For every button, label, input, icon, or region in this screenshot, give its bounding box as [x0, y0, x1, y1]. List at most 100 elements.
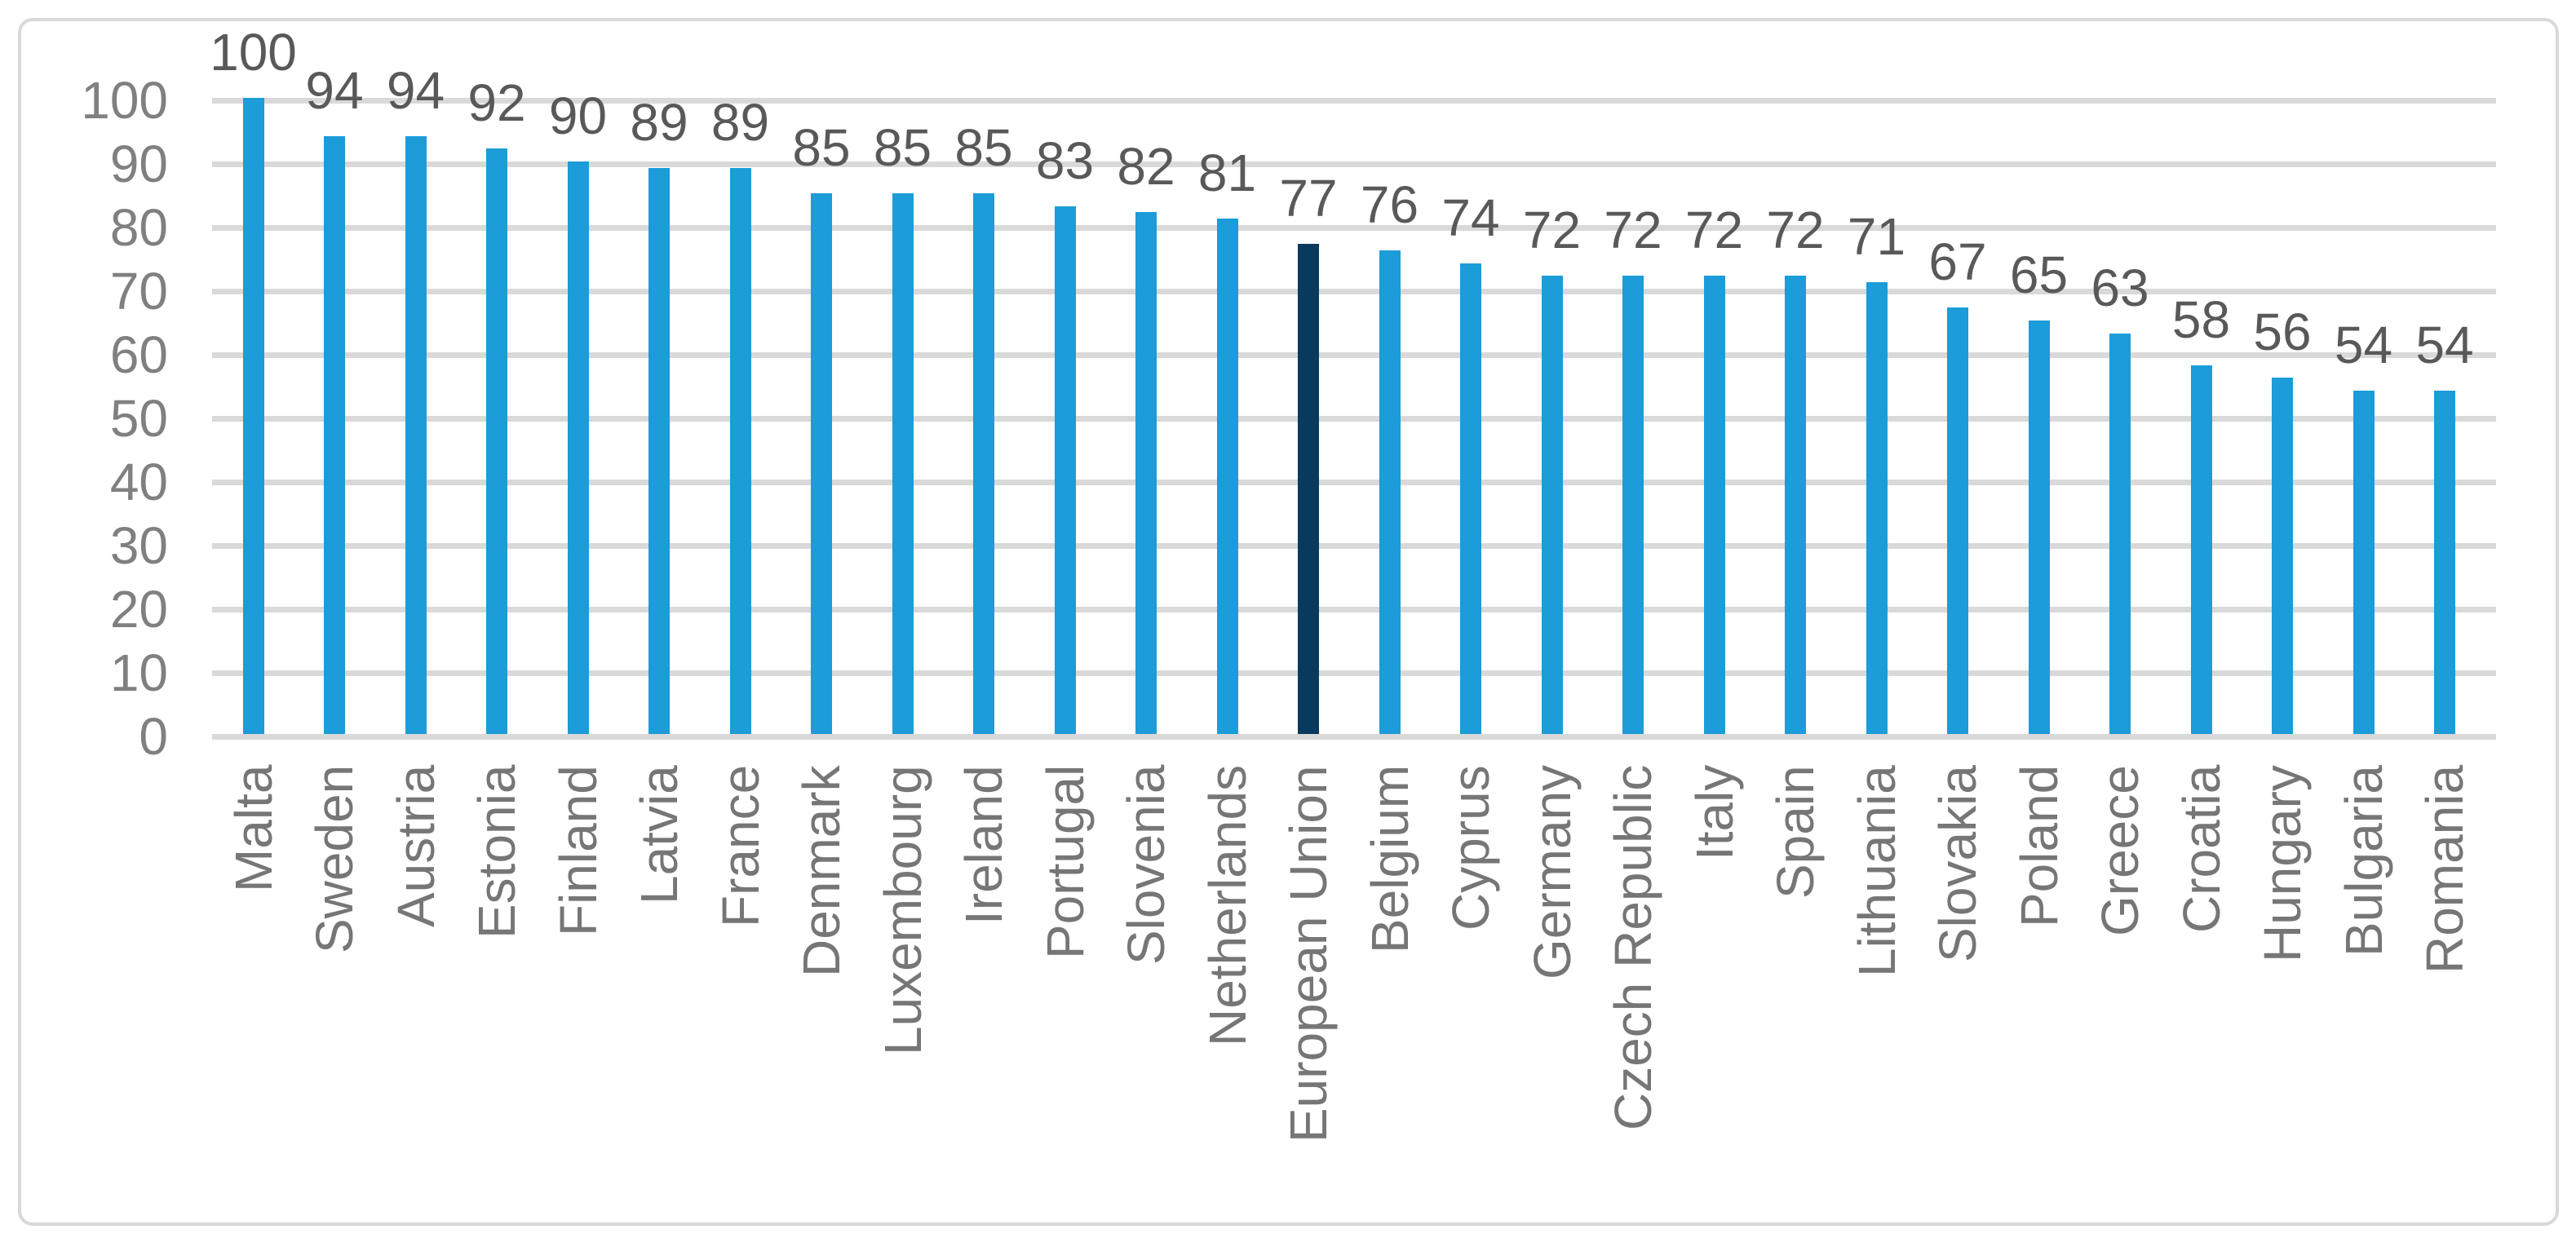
- bar-malta[interactable]: [242, 98, 264, 734]
- bar-hungary[interactable]: [2272, 378, 2293, 734]
- x-axis-label-poland: Poland: [2009, 765, 2069, 928]
- y-axis-tick-80: 80: [109, 198, 168, 257]
- value-label-bulgaria: 54: [2334, 315, 2393, 374]
- value-label-cyprus: 74: [1441, 188, 1500, 247]
- bar-luxembourg[interactable]: [892, 193, 914, 734]
- gridline-40: [212, 480, 2496, 485]
- y-axis-tick-90: 90: [109, 135, 168, 193]
- y-axis-tick-60: 60: [109, 325, 168, 384]
- gridline-10: [212, 670, 2496, 676]
- gridline-30: [212, 543, 2496, 549]
- value-label-sweden: 94: [305, 60, 364, 120]
- bar-denmark[interactable]: [811, 193, 832, 734]
- bar-latvia[interactable]: [648, 167, 670, 734]
- value-label-lithuania: 71: [1847, 207, 1906, 267]
- bar-sweden[interactable]: [324, 135, 345, 734]
- bar-lithuania[interactable]: [1866, 282, 1888, 734]
- x-axis-label-european-union: European Union: [1279, 765, 1338, 1143]
- value-label-finland: 90: [548, 86, 608, 145]
- x-axis-label-spain: Spain: [1766, 765, 1825, 899]
- gridline-20: [212, 607, 2496, 612]
- x-axis-label-ireland: Ireland: [954, 765, 1013, 925]
- bar-italy[interactable]: [1703, 276, 1725, 734]
- y-axis-tick-50: 50: [109, 389, 168, 448]
- x-axis-label-portugal: Portugal: [1035, 765, 1095, 960]
- y-axis-tick-100: 100: [81, 71, 168, 130]
- value-label-greece: 63: [2091, 258, 2149, 317]
- bar-slovakia[interactable]: [1947, 307, 1968, 734]
- x-axis-label-croatia: Croatia: [2171, 765, 2231, 934]
- x-axis-label-belgium: Belgium: [1360, 765, 1419, 954]
- value-label-hungary: 56: [2253, 303, 2312, 362]
- bar-france[interactable]: [729, 167, 751, 734]
- gridline-80: [212, 225, 2496, 231]
- x-axis-label-hungary: Hungary: [2253, 765, 2312, 962]
- value-label-ireland: 85: [954, 118, 1013, 177]
- x-axis-label-bulgaria: Bulgaria: [2334, 765, 2393, 957]
- value-label-italy: 72: [1684, 201, 1744, 260]
- x-axis-label-austria: Austria: [386, 765, 445, 928]
- value-label-luxembourg: 85: [873, 118, 932, 177]
- bar-bulgaria[interactable]: [2352, 390, 2375, 734]
- gridline-60: [212, 352, 2496, 358]
- value-label-belgium: 76: [1360, 175, 1419, 235]
- value-label-slovenia: 82: [1117, 137, 1175, 197]
- bar-portugal[interactable]: [1054, 206, 1076, 734]
- x-axis-label-netherlands: Netherlands: [1197, 765, 1257, 1047]
- x-axis-label-sweden: Sweden: [305, 765, 364, 954]
- bar-netherlands[interactable]: [1216, 219, 1238, 734]
- bar-spain[interactable]: [1785, 276, 1806, 734]
- x-axis-label-germany: Germany: [1522, 765, 1582, 980]
- value-label-malta: 100: [210, 23, 297, 82]
- value-label-estonia: 92: [467, 73, 526, 133]
- value-label-croatia: 58: [2171, 290, 2231, 349]
- bar-belgium[interactable]: [1379, 250, 1401, 734]
- x-axis-label-slovenia: Slovenia: [1117, 765, 1175, 966]
- x-axis-label-denmark: Denmark: [792, 765, 851, 977]
- bar-czech-republic[interactable]: [1622, 276, 1644, 734]
- bar-slovenia[interactable]: [1135, 212, 1157, 734]
- x-axis-label-greece: Greece: [2091, 765, 2149, 936]
- chart-frame: 0 10 20 30 40 50 60 70 80 90 100 100 Malta 94 Sweden 94…: [18, 18, 2559, 1226]
- x-axis-label-latvia: Latvia: [630, 765, 688, 904]
- bar-germany[interactable]: [1541, 276, 1563, 734]
- y-axis-tick-20: 20: [109, 580, 168, 639]
- value-label-poland: 65: [2009, 245, 2069, 304]
- x-axis-label-italy: Italy: [1684, 765, 1744, 861]
- value-label-latvia: 89: [630, 92, 688, 152]
- bar-poland[interactable]: [2028, 321, 2050, 734]
- x-axis-label-slovakia: Slovakia: [1928, 765, 1987, 962]
- bar-estonia[interactable]: [486, 148, 507, 734]
- y-axis-tick-70: 70: [109, 262, 168, 321]
- gridline-70: [212, 289, 2496, 294]
- bar-romania[interactable]: [2434, 390, 2455, 734]
- value-label-france: 89: [710, 92, 770, 152]
- gridline-50: [212, 416, 2496, 422]
- bar-cyprus[interactable]: [1460, 263, 1481, 734]
- gridline-90: [212, 161, 2496, 167]
- y-axis-tick-10: 10: [109, 643, 168, 702]
- x-axis-label-estonia: Estonia: [467, 765, 526, 940]
- x-axis-label-finland: Finland: [548, 765, 608, 936]
- value-label-czech-republic: 72: [1604, 201, 1662, 260]
- bar-european-union[interactable]: [1298, 244, 1319, 734]
- bar-austria[interactable]: [405, 135, 427, 734]
- value-label-romania: 54: [2415, 315, 2474, 374]
- value-label-spain: 72: [1766, 201, 1825, 260]
- gridline-0: [212, 734, 2496, 740]
- bar-croatia[interactable]: [2190, 365, 2212, 734]
- value-label-european-union: 77: [1279, 169, 1338, 228]
- y-axis-tick-30: 30: [109, 516, 168, 575]
- bar-finland[interactable]: [567, 161, 589, 734]
- x-axis-label-czech-republic: Czech Republic: [1604, 765, 1662, 1131]
- bar-greece[interactable]: [2109, 333, 2131, 734]
- gridline-100: [212, 98, 2496, 104]
- y-axis-tick-40: 40: [109, 453, 168, 511]
- x-axis-label-cyprus: Cyprus: [1441, 765, 1500, 931]
- x-axis-label-luxembourg: Luxembourg: [873, 765, 932, 1055]
- x-axis-label-romania: Romania: [2415, 765, 2474, 975]
- value-label-denmark: 85: [792, 118, 851, 177]
- value-label-austria: 94: [386, 60, 445, 120]
- bar-ireland[interactable]: [973, 193, 994, 734]
